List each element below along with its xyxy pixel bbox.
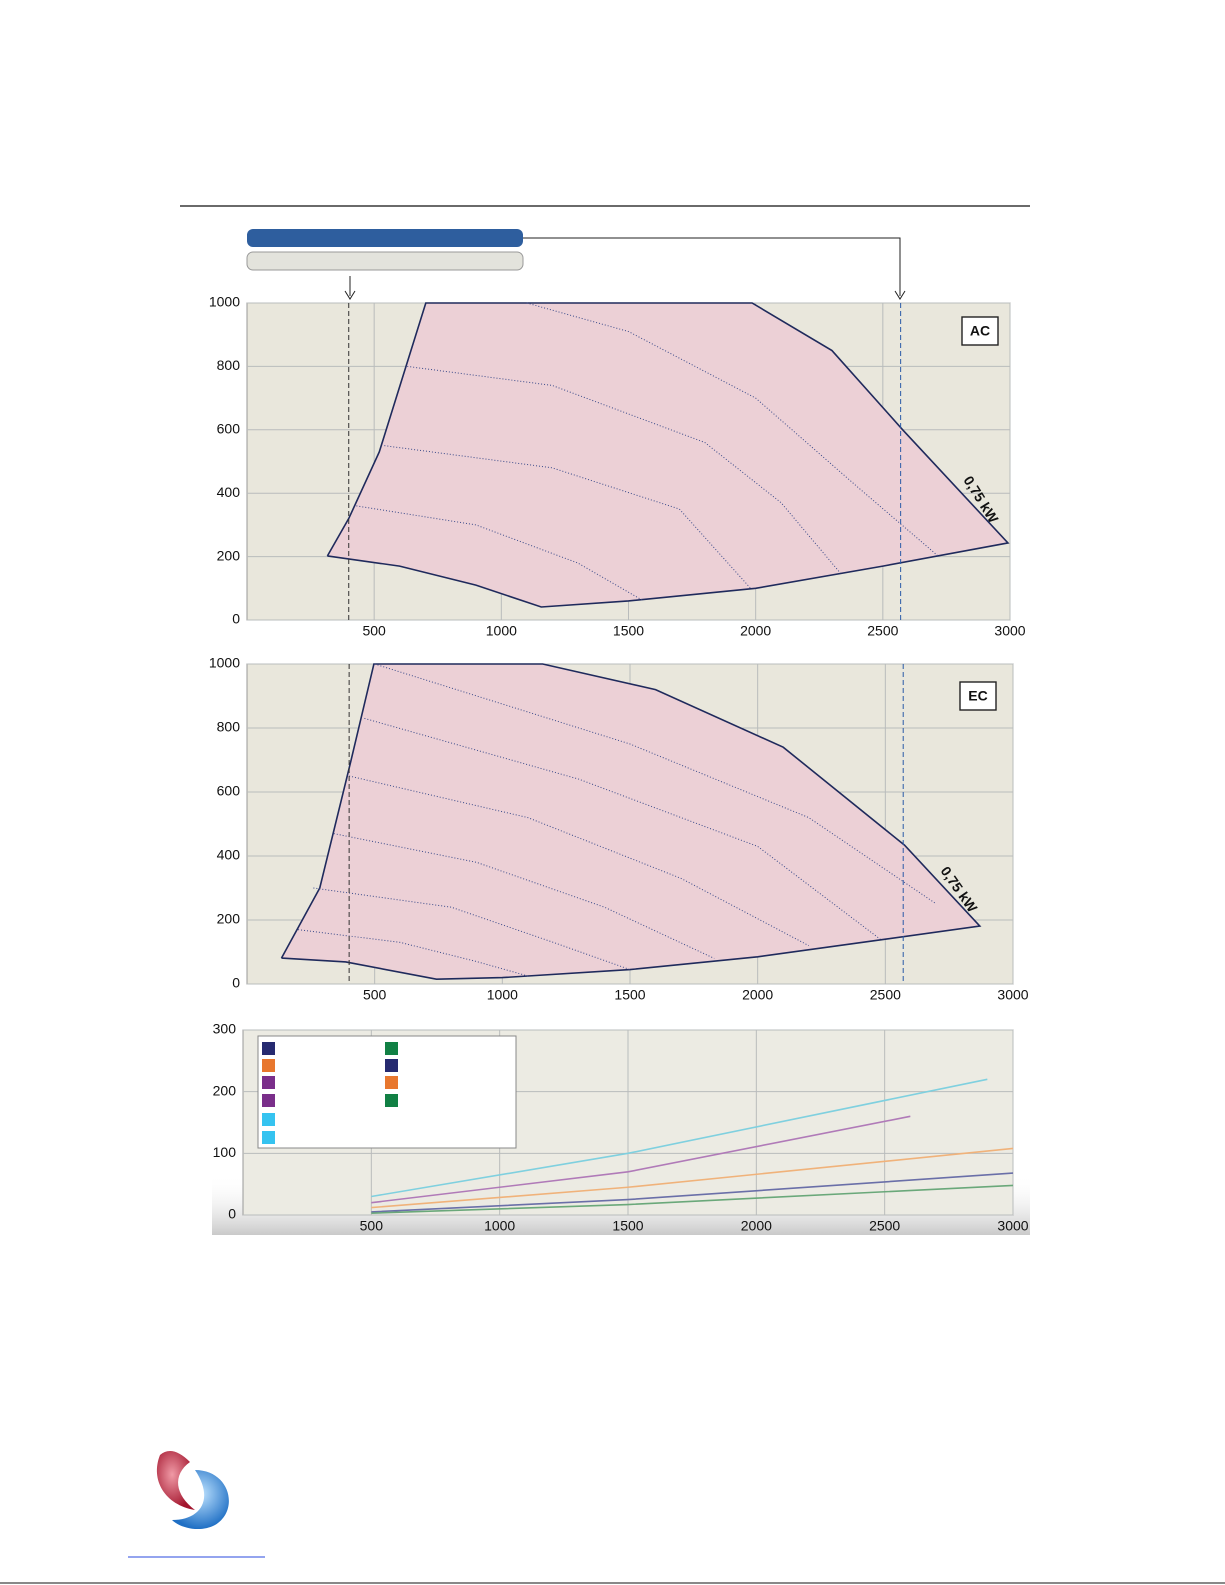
x-tick-label: 3000: [997, 987, 1028, 1003]
chart-label: AC: [970, 323, 990, 339]
y-tick-label: 1000: [209, 294, 240, 310]
y-tick-label: 100: [213, 1144, 237, 1160]
connector: [523, 237, 901, 296]
x-tick-label: 2000: [740, 623, 771, 639]
curve: [374, 663, 937, 905]
label-box: [961, 316, 999, 346]
y-tick-label: 600: [217, 421, 241, 437]
x-tick-label: 2500: [869, 1218, 900, 1234]
chart: 0 200 400 600 800 1000 500 1000 1500 2000 2500 3000…: [209, 655, 1029, 1003]
x-tick-label: 3000: [997, 1218, 1028, 1234]
x-tick-label: 2500: [870, 987, 901, 1003]
arrow: [894, 290, 906, 300]
x-tick-label: 500: [360, 1218, 384, 1234]
y-tick-label: 800: [217, 719, 241, 735]
y-tick-label: 400: [217, 484, 241, 500]
y-tick-label: 200: [217, 547, 241, 563]
y-tick-label: 0: [232, 975, 240, 991]
envelope: [326, 302, 1010, 608]
y-tick-label: 0: [232, 611, 240, 627]
ac-tag: [247, 229, 523, 247]
y-tick-label: 800: [217, 357, 241, 373]
arrow: [344, 276, 356, 300]
legend-box: [257, 1035, 517, 1149]
curve: [526, 302, 940, 557]
x-tick-label: 2000: [741, 1218, 772, 1234]
x-tick-label: 500: [362, 623, 386, 639]
y-tick-label: 200: [217, 911, 241, 927]
curve: [371, 1115, 911, 1204]
x-tick-label: 2000: [742, 987, 773, 1003]
label-box: [959, 681, 997, 711]
x-tick-label: 1000: [486, 623, 517, 639]
y-tick-label: 400: [217, 847, 241, 863]
ec-tag: [246, 251, 524, 271]
x-tick-label: 2500: [867, 623, 898, 639]
x-tick-label: 1500: [614, 987, 645, 1003]
curve: [371, 1078, 988, 1198]
y-tick-label: 200: [213, 1082, 237, 1098]
envelope: [280, 663, 982, 981]
curve: [349, 775, 809, 947]
curve: [333, 833, 715, 959]
x-tick-label: 3000: [994, 623, 1025, 639]
y-tick-label: 0: [228, 1206, 236, 1222]
logo: [156, 1450, 229, 1530]
chart: 0 200 400 600 800 1000 500 1000 1500 2000 2500 3000…: [209, 294, 1026, 639]
curve: [371, 1172, 1014, 1213]
curve: [371, 1147, 1014, 1209]
x-tick-label: 1500: [612, 1218, 643, 1234]
x-tick-label: 500: [363, 987, 387, 1003]
y-tick-label: 600: [217, 783, 241, 799]
curve: [407, 365, 841, 574]
y-tick-label: 1000: [209, 655, 240, 671]
x-tick-label: 1000: [487, 987, 518, 1003]
x-tick-label: 1000: [484, 1218, 515, 1234]
chart-label: EC: [968, 688, 987, 704]
x-tick-label: 1500: [613, 623, 644, 639]
curve: [364, 717, 881, 940]
curve: [371, 1184, 1014, 1214]
curve: [356, 505, 645, 602]
y-tick-label: 300: [213, 1021, 237, 1037]
curve: [384, 445, 751, 589]
curve: [313, 887, 631, 971]
